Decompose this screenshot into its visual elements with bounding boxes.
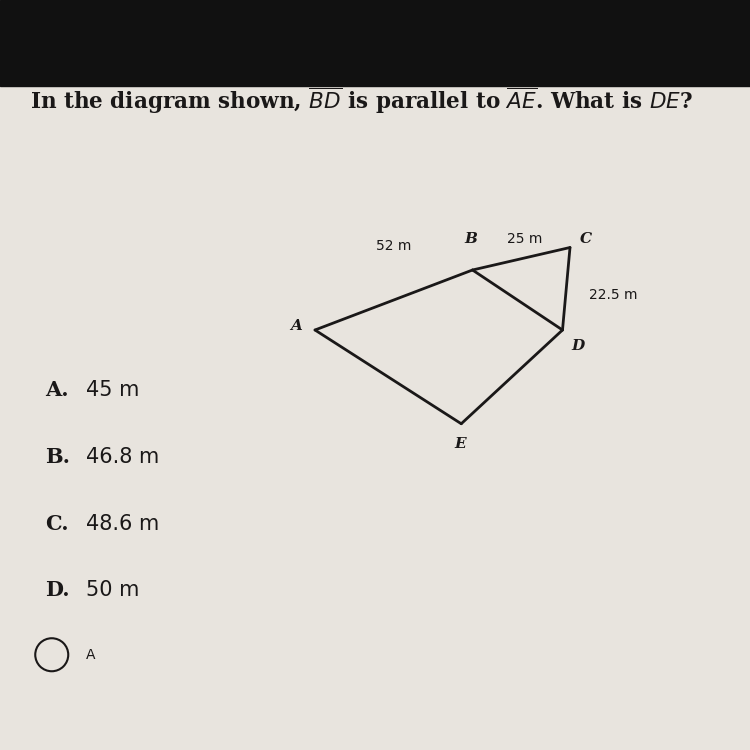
Text: 48.6 m: 48.6 m bbox=[86, 514, 160, 533]
Text: B.: B. bbox=[45, 447, 70, 466]
Text: A: A bbox=[86, 648, 96, 662]
Text: 50 m: 50 m bbox=[86, 580, 140, 600]
Text: 22.5 m: 22.5 m bbox=[589, 288, 638, 302]
Text: 45 m: 45 m bbox=[86, 380, 140, 400]
Text: In the diagram shown, $\overline{BD}$ is parallel to $\overline{AE}$. What is $D: In the diagram shown, $\overline{BD}$ is… bbox=[30, 86, 693, 116]
Text: D.: D. bbox=[45, 580, 70, 600]
Text: B: B bbox=[464, 232, 478, 246]
Text: 25 m: 25 m bbox=[507, 232, 543, 246]
Bar bbox=[0, 0, 750, 86]
Text: 52 m: 52 m bbox=[376, 239, 412, 254]
Text: C: C bbox=[580, 232, 592, 246]
Text: C.: C. bbox=[45, 514, 69, 533]
Text: A.: A. bbox=[45, 380, 69, 400]
Text: D: D bbox=[572, 339, 585, 353]
Text: 46.8 m: 46.8 m bbox=[86, 447, 160, 466]
Text: E: E bbox=[454, 436, 466, 451]
Text: A: A bbox=[290, 320, 302, 333]
